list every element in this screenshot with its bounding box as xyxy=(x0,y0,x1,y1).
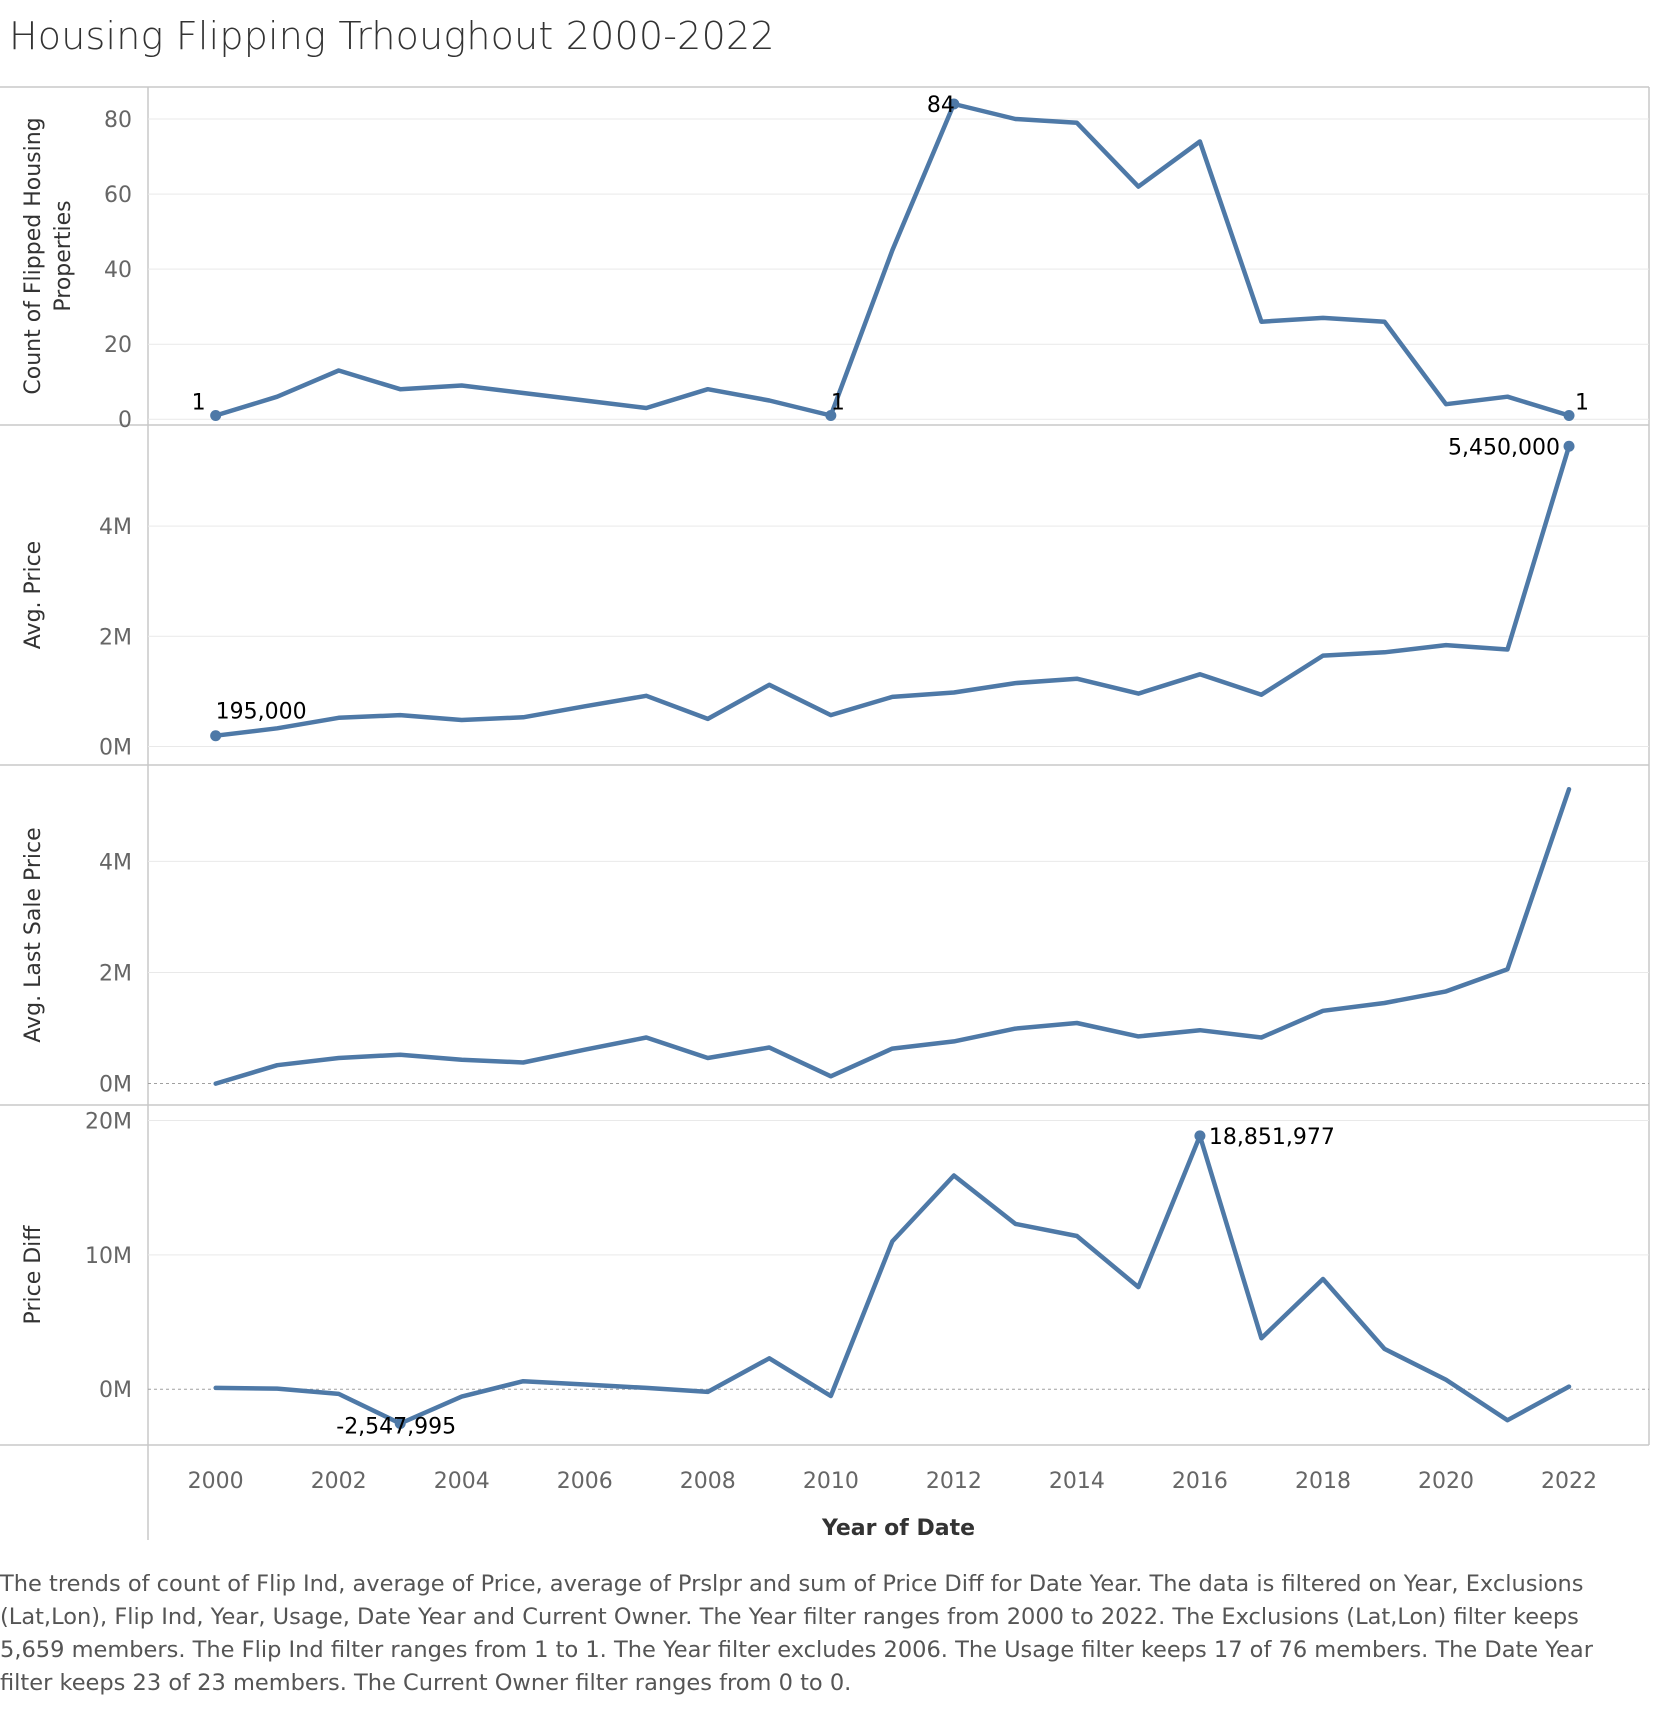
y-tick-label: 0M xyxy=(99,1073,132,1098)
y-tick-label: 20M xyxy=(85,1109,132,1134)
y-axis-title: Avg. Last Sale Price xyxy=(21,827,46,1042)
y-tick-label: 40 xyxy=(104,258,132,283)
data-label-dot xyxy=(210,409,222,421)
x-tick-label: 2014 xyxy=(1049,1469,1105,1494)
data-label: 1 xyxy=(831,390,845,415)
data-label: 1 xyxy=(1575,390,1589,415)
x-tick-label: 2010 xyxy=(803,1469,859,1494)
series-line xyxy=(213,1133,1572,1426)
x-axis-title: Year of Date xyxy=(821,1516,975,1541)
data-label-dot xyxy=(1563,440,1575,452)
y-axis-title: Price Diff xyxy=(21,1225,46,1325)
y-tick-label: 10M xyxy=(85,1244,132,1269)
data-label: 84 xyxy=(927,93,955,118)
x-tick-label: 2020 xyxy=(1418,1469,1474,1494)
y-axis-title: Avg. Price xyxy=(21,541,46,649)
y-tick-label: 4M xyxy=(99,850,132,875)
x-tick-label: 2006 xyxy=(557,1469,613,1494)
data-label: 5,450,000 xyxy=(1448,435,1560,460)
chart-title: Housing Flipping Trhoughout 2000-2022 xyxy=(9,14,775,58)
data-label-dot xyxy=(1563,409,1575,421)
y-tick-label: 0M xyxy=(99,1378,132,1403)
y-axis-title: Count of Flipped Housing Properties xyxy=(21,117,76,394)
series-line xyxy=(213,786,1572,1086)
y-tick-label: 4M xyxy=(99,515,132,540)
series-line xyxy=(213,101,1572,418)
y-tick-label: 2M xyxy=(99,961,132,986)
data-label-dot xyxy=(948,98,960,110)
data-label-dot xyxy=(210,730,222,742)
x-tick-label: 2000 xyxy=(188,1469,244,1494)
data-label-dot xyxy=(825,409,837,421)
y-tick-label: 0 xyxy=(118,408,132,433)
y-tick-label: 80 xyxy=(104,108,132,133)
x-tick-label: 2018 xyxy=(1295,1469,1351,1494)
y-tick-label: 0M xyxy=(99,735,132,760)
data-label-dot xyxy=(394,1417,406,1429)
series-line xyxy=(213,444,1572,738)
data-label: 195,000 xyxy=(216,700,307,725)
x-tick-label: 2022 xyxy=(1541,1469,1597,1494)
data-label-dot xyxy=(1194,1130,1206,1142)
chart-area: 0 20 40 60 80 Count of Flipped Housing Propert… xyxy=(0,86,1650,1541)
x-tick-label: 2016 xyxy=(1172,1469,1228,1494)
x-tick-label: 2008 xyxy=(680,1469,736,1494)
x-tick-label: 2004 xyxy=(434,1469,490,1494)
chart-caption: The trends of count of Flip Ind, average… xyxy=(0,1571,1593,1696)
y-tick-label: 60 xyxy=(104,183,132,208)
x-tick-label: 2012 xyxy=(926,1469,982,1494)
y-tick-label: 2M xyxy=(99,625,132,650)
x-tick-label: 2002 xyxy=(311,1469,367,1494)
data-label: -2,547,995 xyxy=(336,1414,456,1439)
y-tick-label: 20 xyxy=(104,333,132,358)
data-label: 1 xyxy=(192,390,206,415)
data-label: 18,851,977 xyxy=(1209,1125,1335,1150)
